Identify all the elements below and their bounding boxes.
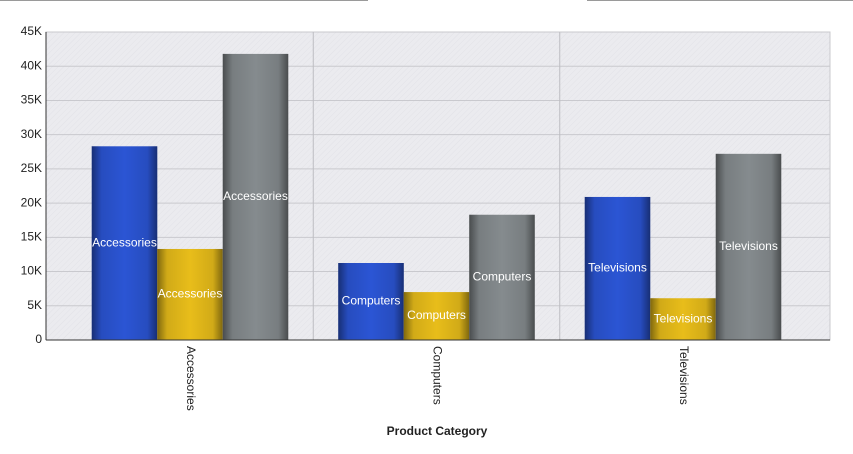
data-label: Computers xyxy=(473,270,532,284)
data-label: Televisions xyxy=(654,311,713,325)
y-tick-label: 0 xyxy=(35,332,42,346)
data-label: Accessories xyxy=(158,287,223,301)
y-tick-label: 45K xyxy=(21,24,42,38)
x-tick-label: Televisions xyxy=(677,346,691,405)
y-tick-label: 30K xyxy=(21,127,42,141)
data-label: Televisions xyxy=(588,261,647,275)
y-tick-label: 40K xyxy=(21,58,42,72)
data-label: Accessories xyxy=(223,189,288,203)
y-tick-label: 20K xyxy=(21,195,42,209)
y-tick-label: 10K xyxy=(21,264,42,278)
data-label: Televisions xyxy=(719,239,778,253)
y-tick-label: 5K xyxy=(27,298,42,312)
y-tick-label: 15K xyxy=(21,230,42,244)
y-tick-label: 25K xyxy=(21,161,42,175)
data-label: Computers xyxy=(342,294,401,308)
x-tick-label: Computers xyxy=(430,346,444,405)
data-label: Computers xyxy=(407,308,466,322)
x-tick-label: Accessories xyxy=(184,346,198,411)
data-label: Accessories xyxy=(92,235,157,249)
x-axis-title: Product Category xyxy=(387,424,488,438)
y-tick-label: 35K xyxy=(21,93,42,107)
